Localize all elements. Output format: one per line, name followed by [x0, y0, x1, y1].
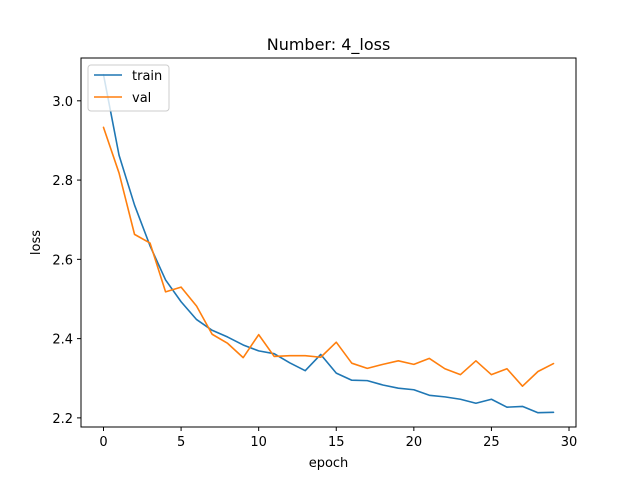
- x-tick-label: 15: [328, 435, 345, 450]
- legend: train val: [87, 64, 170, 112]
- x-tick-label: 25: [483, 435, 500, 450]
- x-tick-label: 5: [177, 435, 185, 450]
- y-tick-label: 2.8: [52, 174, 73, 189]
- legend-box: [87, 64, 170, 112]
- y-tick-label: 3.0: [52, 95, 73, 110]
- y-tick-label: 2.2: [52, 412, 73, 427]
- x-axis: 0 5 10 15 20 25 30: [99, 427, 577, 450]
- legend-label-val: val: [132, 91, 151, 106]
- y-tick-label: 2.6: [52, 253, 73, 268]
- x-axis-label: epoch: [309, 456, 349, 471]
- y-tick-label: 2.4: [52, 333, 73, 348]
- series-lines: [102, 73, 555, 414]
- series-line-train: [102, 73, 555, 414]
- legend-label-train: train: [132, 69, 162, 84]
- x-tick-label: 0: [99, 435, 107, 450]
- y-axis-label: loss: [29, 230, 44, 255]
- chart-title: Number: 4_loss: [267, 35, 391, 55]
- x-tick-label: 10: [250, 435, 267, 450]
- series-line-val: [102, 126, 555, 387]
- x-tick-label: 20: [406, 435, 423, 450]
- x-tick-label: 30: [561, 435, 578, 450]
- y-axis: 2.2 2.4 2.6 2.8 3.0: [52, 95, 81, 427]
- plot-area-frame: [80, 57, 577, 428]
